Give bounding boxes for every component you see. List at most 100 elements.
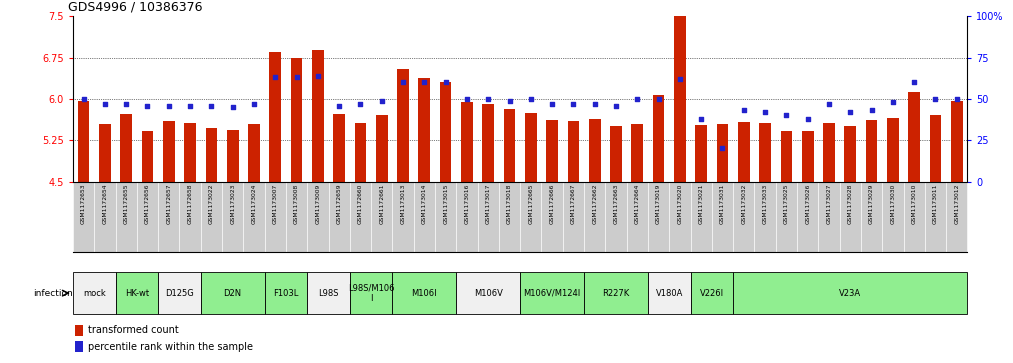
Text: GDS4996 / 10386376: GDS4996 / 10386376 (69, 1, 203, 14)
Bar (371, 182, 392, 252)
Text: M106V/M124I: M106V/M124I (524, 289, 580, 298)
Bar (121, 114, 132, 182)
Bar (349, 182, 371, 252)
Text: GSM1173009: GSM1173009 (315, 184, 320, 224)
Text: F103L: F103L (274, 289, 299, 298)
Text: GSM1172666: GSM1172666 (550, 184, 555, 224)
Bar (755, 182, 776, 252)
Text: V226I: V226I (700, 289, 724, 298)
Text: GSM1172667: GSM1172667 (571, 184, 576, 224)
Point (650, 96, 667, 102)
Text: M106V: M106V (474, 289, 502, 298)
Bar (503, 109, 516, 182)
Bar (606, 182, 627, 252)
Bar (440, 82, 452, 182)
Text: GSM1172659: GSM1172659 (336, 184, 341, 224)
Bar (75, 341, 83, 352)
Text: GSM1173023: GSM1173023 (230, 184, 235, 224)
Text: GSM1173033: GSM1173033 (763, 184, 768, 224)
Text: transformed count: transformed count (88, 325, 178, 335)
Bar (142, 131, 153, 182)
Text: percentile rank within the sample: percentile rank within the sample (88, 342, 252, 352)
Point (289, 74, 305, 80)
Bar (456, 272, 521, 314)
Point (821, 101, 837, 107)
Point (438, 79, 454, 85)
Bar (376, 115, 388, 182)
Point (374, 98, 390, 103)
Bar (546, 120, 558, 182)
Bar (904, 182, 925, 252)
Bar (585, 182, 606, 252)
Point (331, 103, 347, 109)
Point (523, 96, 539, 102)
Bar (840, 182, 861, 252)
Text: GSM1173021: GSM1173021 (699, 184, 704, 224)
Bar (158, 182, 179, 252)
Bar (521, 182, 542, 252)
Bar (482, 105, 494, 182)
Bar (179, 182, 201, 252)
Text: HK-wt: HK-wt (125, 289, 149, 298)
Point (672, 76, 688, 82)
Text: GSM1172662: GSM1172662 (593, 184, 598, 224)
Bar (648, 182, 670, 252)
Bar (184, 123, 196, 182)
Bar (695, 125, 707, 182)
Point (544, 101, 560, 107)
Text: GSM1173016: GSM1173016 (464, 184, 469, 224)
Point (714, 146, 730, 151)
Point (140, 103, 156, 109)
Bar (946, 182, 967, 252)
Point (97, 101, 113, 107)
Text: mock: mock (83, 289, 105, 298)
Bar (563, 182, 585, 252)
Point (693, 116, 709, 122)
Bar (73, 182, 94, 252)
Text: GSM1173019: GSM1173019 (656, 184, 661, 224)
Text: GSM1173026: GSM1173026 (805, 184, 810, 224)
Bar (158, 272, 201, 314)
Bar (733, 272, 967, 314)
Text: L98S: L98S (318, 289, 338, 298)
Point (459, 96, 475, 102)
Bar (286, 182, 307, 252)
Bar (75, 325, 83, 336)
Point (565, 101, 581, 107)
Point (267, 74, 284, 80)
Bar (589, 119, 601, 182)
Bar (94, 182, 115, 252)
Text: GSM1173030: GSM1173030 (890, 184, 895, 224)
Bar (670, 182, 691, 252)
Bar (776, 182, 797, 252)
Text: V23A: V23A (839, 289, 861, 298)
Text: GSM1172657: GSM1172657 (166, 184, 171, 224)
Bar (477, 182, 498, 252)
Text: GSM1173011: GSM1173011 (933, 184, 938, 224)
Bar (802, 131, 813, 182)
Point (778, 113, 794, 118)
Text: GSM1173024: GSM1173024 (251, 184, 256, 224)
Text: GSM1173028: GSM1173028 (848, 184, 853, 224)
Bar (328, 182, 349, 252)
Text: GSM1173010: GSM1173010 (912, 184, 917, 224)
Point (799, 116, 815, 122)
Text: GSM1173007: GSM1173007 (272, 184, 278, 224)
Text: GSM1173031: GSM1173031 (720, 184, 725, 224)
Bar (264, 182, 286, 252)
Text: GSM1172664: GSM1172664 (635, 184, 640, 224)
Bar (585, 272, 648, 314)
Point (204, 103, 220, 109)
Text: GSM1173032: GSM1173032 (742, 184, 747, 224)
Text: GSM1173013: GSM1173013 (400, 184, 405, 224)
Bar (461, 102, 473, 182)
Bar (521, 272, 585, 314)
Point (948, 96, 964, 102)
Bar (737, 122, 750, 182)
Text: D125G: D125G (165, 289, 193, 298)
Bar (824, 123, 835, 182)
Bar (115, 272, 158, 314)
Text: infection: infection (32, 289, 73, 298)
Point (884, 99, 901, 105)
Point (246, 101, 262, 107)
